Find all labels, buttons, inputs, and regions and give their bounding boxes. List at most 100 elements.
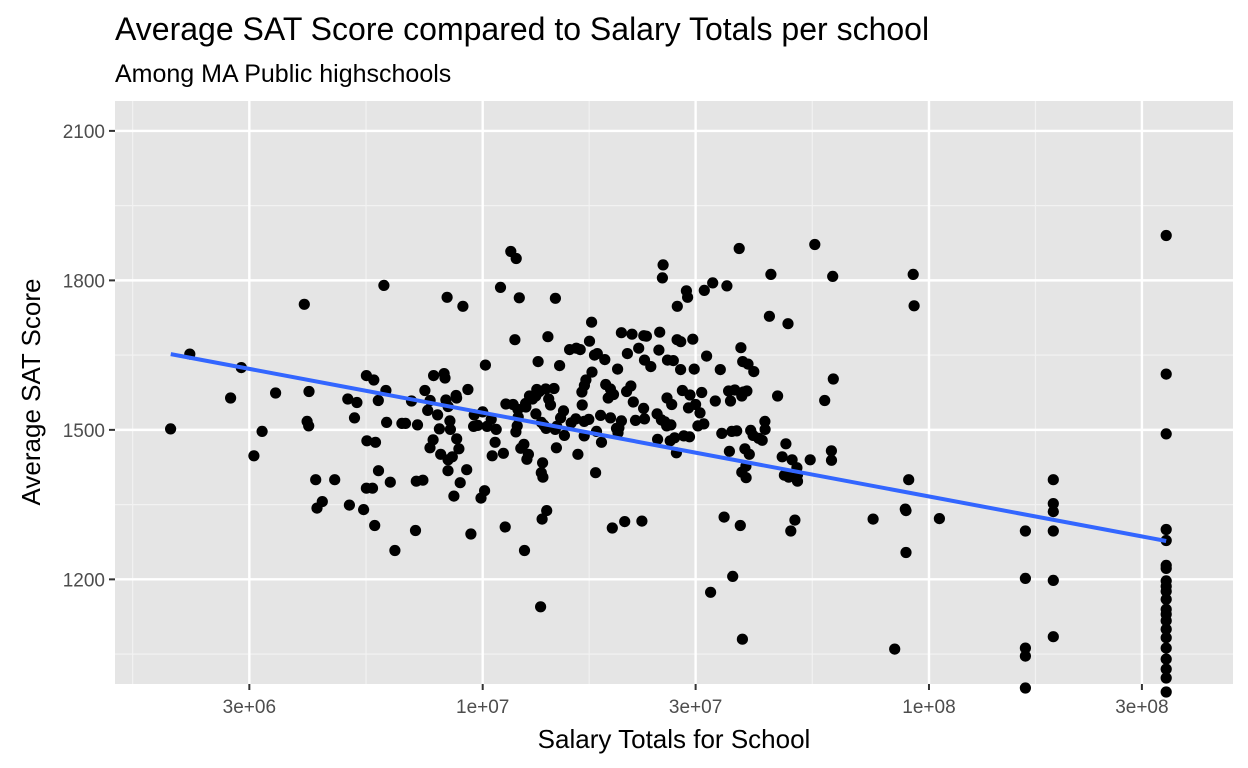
data-point — [889, 643, 901, 655]
data-point — [619, 516, 631, 528]
data-point — [783, 471, 795, 483]
data-point — [1160, 672, 1172, 684]
data-point — [633, 342, 645, 354]
data-point — [1160, 686, 1172, 698]
data-point — [372, 465, 385, 477]
data-point — [743, 448, 755, 460]
data-point — [489, 436, 501, 448]
data-point — [736, 633, 749, 645]
data-point — [903, 474, 915, 486]
data-point — [908, 300, 920, 312]
data-point — [819, 394, 831, 407]
data-point — [621, 348, 634, 360]
data-point — [688, 363, 700, 375]
data-point — [490, 423, 502, 435]
data-point — [451, 392, 463, 404]
data-point — [675, 364, 687, 376]
data-point — [716, 427, 728, 439]
data-point — [419, 384, 431, 397]
data-point — [782, 318, 794, 330]
data-point — [772, 390, 784, 402]
data-point — [1160, 229, 1172, 242]
data-point — [518, 438, 530, 450]
x-tick-label: 3e+08 — [1115, 697, 1168, 718]
data-point — [626, 328, 638, 340]
data-point — [723, 445, 736, 457]
data-point — [741, 385, 753, 397]
data-point — [368, 374, 380, 386]
data-point — [698, 418, 710, 430]
data-point — [825, 454, 838, 466]
data-point — [645, 361, 657, 373]
data-point — [696, 386, 708, 399]
data-point — [541, 505, 553, 517]
data-point — [303, 420, 315, 432]
data-point — [825, 445, 838, 457]
data-point — [595, 409, 607, 421]
major-gridlines — [115, 101, 1233, 684]
data-point — [366, 482, 379, 494]
data-point — [329, 474, 341, 486]
data-point — [389, 544, 401, 557]
data-point — [653, 344, 665, 356]
data-point — [629, 414, 642, 426]
data-points — [165, 229, 1172, 698]
data-point — [537, 457, 549, 469]
x-tick-label: 3e+06 — [223, 697, 276, 718]
data-point — [776, 451, 788, 463]
x-axis: 3e+06 1e+07 3e+07 1e+08 3e+08 — [223, 684, 1169, 718]
data-point — [707, 277, 719, 289]
data-point — [599, 354, 611, 366]
data-point — [1160, 642, 1172, 654]
data-point — [550, 442, 563, 454]
data-point — [727, 570, 739, 583]
data-point — [446, 451, 458, 463]
data-point — [665, 419, 677, 431]
data-point — [572, 448, 584, 460]
data-point — [638, 413, 651, 425]
data-point — [765, 268, 777, 280]
data-point — [381, 416, 393, 428]
data-point — [721, 280, 733, 292]
data-point — [417, 474, 429, 486]
data-point — [933, 513, 946, 525]
data-point — [384, 476, 396, 488]
data-point — [675, 336, 687, 348]
plot-panel — [115, 101, 1233, 684]
data-point — [583, 413, 595, 425]
data-point — [442, 465, 454, 477]
data-point — [432, 409, 444, 421]
data-point — [532, 356, 544, 368]
data-point — [780, 438, 792, 450]
chart-subtitle: Among MA Public highschools — [115, 60, 451, 88]
data-point — [667, 355, 679, 367]
data-point — [225, 392, 237, 404]
data-point — [422, 404, 434, 416]
data-point — [759, 415, 771, 427]
data-point — [656, 272, 669, 284]
data-point — [724, 395, 737, 407]
chart-title: Average SAT Score compared to Salary Tot… — [115, 11, 929, 47]
minor-gridlines — [115, 101, 1233, 684]
data-point — [731, 425, 743, 437]
data-point — [554, 360, 566, 372]
data-point — [652, 433, 664, 445]
data-point — [907, 268, 919, 280]
data-point — [638, 402, 650, 414]
data-point — [698, 284, 710, 296]
data-point — [298, 298, 310, 310]
data-point — [448, 490, 460, 502]
data-point — [1019, 642, 1031, 654]
data-point — [612, 363, 624, 375]
data-point — [510, 252, 522, 265]
data-point — [348, 412, 361, 424]
data-point — [785, 525, 797, 537]
data-point — [590, 467, 602, 479]
data-point — [1160, 615, 1172, 627]
data-point — [549, 292, 562, 304]
data-point — [574, 344, 586, 356]
data-point — [709, 395, 721, 407]
data-point — [654, 326, 666, 338]
x-tick-label: 1e+07 — [456, 697, 509, 718]
